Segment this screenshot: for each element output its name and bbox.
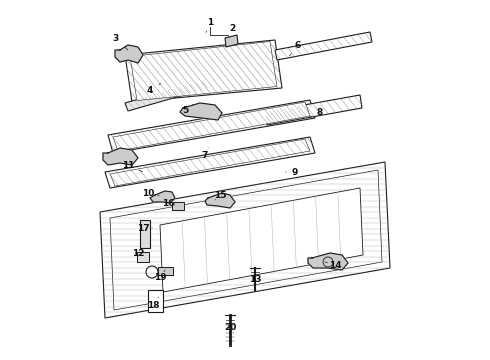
Bar — [148, 290, 163, 312]
Polygon shape — [105, 137, 315, 188]
Polygon shape — [108, 100, 315, 153]
Polygon shape — [125, 40, 282, 102]
Text: 13: 13 — [249, 275, 261, 284]
Text: 5: 5 — [182, 105, 188, 114]
Polygon shape — [308, 253, 348, 270]
Bar — [158, 267, 173, 275]
Bar — [140, 220, 150, 248]
Text: 10: 10 — [142, 189, 154, 198]
Text: 2: 2 — [229, 23, 235, 32]
Text: 1: 1 — [207, 18, 213, 27]
Polygon shape — [265, 95, 362, 125]
Text: 15: 15 — [214, 190, 226, 199]
Bar — [172, 202, 184, 210]
Text: 16: 16 — [162, 198, 174, 207]
Text: 20: 20 — [224, 324, 236, 333]
Polygon shape — [180, 103, 222, 120]
Polygon shape — [110, 170, 382, 310]
Polygon shape — [130, 41, 277, 100]
Bar — [137, 252, 149, 262]
Polygon shape — [125, 80, 208, 111]
Polygon shape — [160, 188, 363, 292]
Text: 8: 8 — [317, 108, 323, 117]
Text: 19: 19 — [154, 274, 166, 283]
Polygon shape — [113, 102, 310, 151]
Text: 4: 4 — [147, 86, 153, 95]
Polygon shape — [100, 162, 390, 318]
Polygon shape — [110, 139, 310, 186]
Text: 12: 12 — [132, 248, 144, 257]
Polygon shape — [205, 193, 235, 208]
Polygon shape — [150, 191, 175, 203]
Polygon shape — [115, 45, 143, 63]
Text: 9: 9 — [292, 167, 298, 176]
Polygon shape — [225, 35, 238, 47]
Text: 7: 7 — [202, 150, 208, 159]
Text: 18: 18 — [147, 301, 159, 310]
Text: 14: 14 — [329, 261, 342, 270]
Text: 11: 11 — [122, 161, 134, 170]
Text: 3: 3 — [112, 33, 118, 42]
Text: 17: 17 — [137, 224, 149, 233]
Polygon shape — [103, 148, 138, 165]
Text: 6: 6 — [295, 41, 301, 50]
Polygon shape — [275, 32, 372, 60]
